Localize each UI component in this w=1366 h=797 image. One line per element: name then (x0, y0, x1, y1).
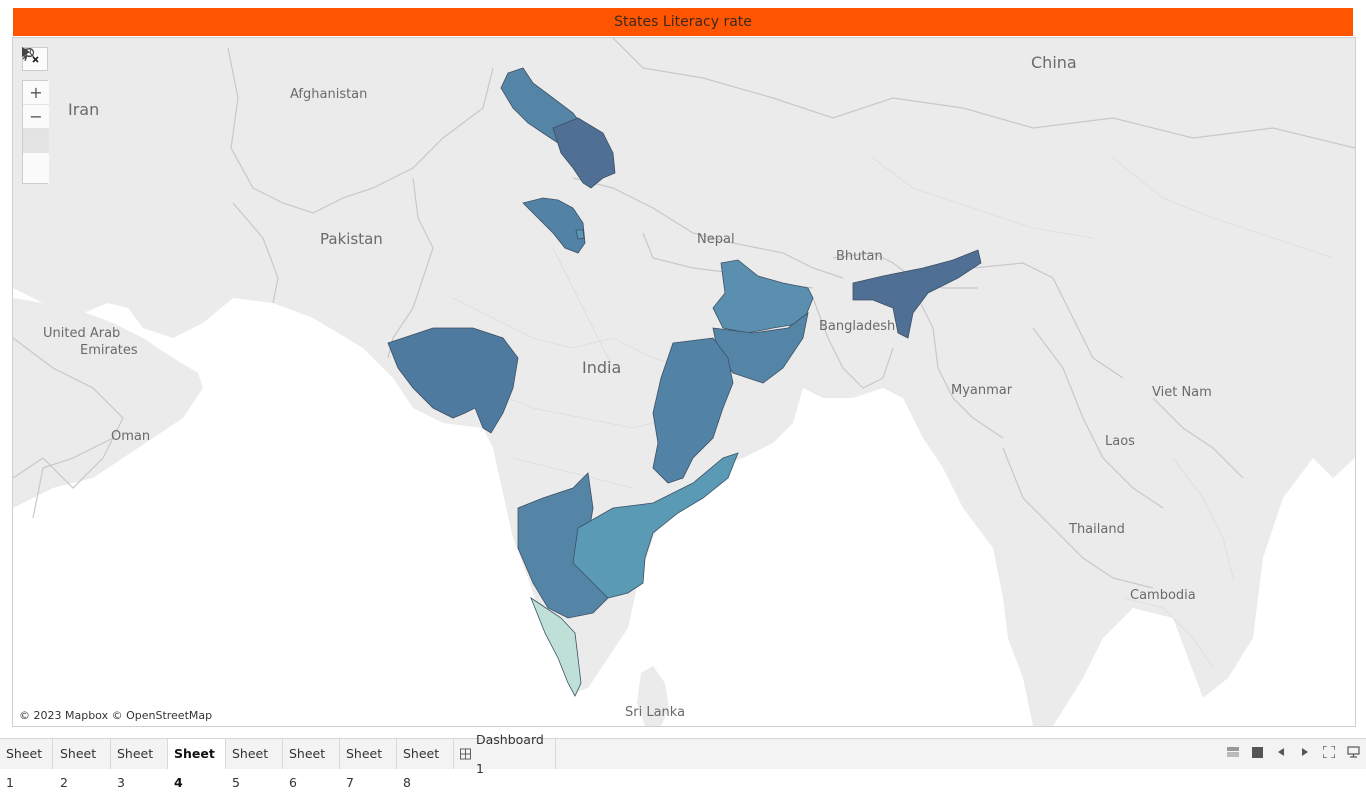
tab-sheet-7[interactable]: Sheet 7 (340, 739, 397, 790)
state-borders (452, 157, 1334, 669)
land-sri-lanka (637, 666, 669, 726)
tab-sheet-8[interactable]: Sheet 8 (397, 739, 454, 790)
presentation-icon[interactable] (1346, 745, 1360, 759)
label-nepal: Nepal (697, 232, 735, 247)
filmstrip-icon[interactable] (1250, 745, 1264, 759)
label-viet-nam: Viet Nam (1152, 385, 1212, 400)
label-bhutan: Bhutan (836, 249, 883, 264)
label-india: India (582, 358, 621, 377)
state-assam[interactable] (852, 249, 982, 339)
zoom-out-button[interactable]: − (23, 105, 49, 129)
tab-sheet-4[interactable]: Sheet 4 (168, 739, 226, 790)
state-kerala[interactable] (530, 596, 582, 697)
state-andhra[interactable] (572, 452, 739, 599)
label-laos: Laos (1105, 434, 1135, 449)
dashboard-title: States Literacy rate (13, 8, 1353, 36)
play-icon (22, 47, 30, 57)
unpin-button[interactable] (22, 48, 49, 153)
fullscreen-icon[interactable] (1322, 745, 1336, 759)
map-view[interactable]: China Iran Afghanistan Pakistan Nepal Bh… (12, 37, 1356, 727)
tab-sheet-5[interactable]: Sheet 5 (226, 739, 283, 790)
label-cambodia: Cambodia (1130, 588, 1196, 603)
tab-sheet-3[interactable]: Sheet 3 (111, 739, 168, 790)
status-controls (1226, 745, 1360, 759)
prev-sheet-icon[interactable] (1274, 745, 1288, 759)
tab-sheet-1[interactable]: Sheet 1 (0, 739, 53, 790)
map-attribution[interactable]: © 2023 Mapbox © OpenStreetMap (19, 709, 213, 722)
label-oman: Oman (111, 429, 150, 444)
next-sheet-icon[interactable] (1298, 745, 1312, 759)
state-gujarat[interactable] (387, 327, 519, 434)
country-borders (13, 38, 1355, 589)
dashboard-icon (460, 748, 471, 760)
tab-sheet-2[interactable]: Sheet 2 (54, 739, 111, 790)
state-haryana[interactable] (522, 197, 586, 254)
label-bangladesh: Bangladesh (819, 319, 895, 334)
state-himachal[interactable] (552, 117, 616, 189)
map-canvas[interactable]: China Iran Afghanistan Pakistan Nepal Bh… (13, 38, 1355, 726)
zoom-controls: + − (22, 47, 49, 184)
label-thailand: Thailand (1068, 522, 1125, 537)
state-shapes[interactable] (387, 67, 982, 697)
state-chhattisgarh[interactable] (652, 337, 734, 484)
expand-toolbar-button[interactable] (22, 47, 49, 183)
tab-dashboard-1[interactable]: Dashboard 1 (454, 732, 556, 776)
state-delhi[interactable] (575, 229, 585, 240)
label-iran: Iran (68, 100, 99, 119)
label-afghanistan: Afghanistan (290, 87, 367, 102)
label-uae-1: United Arab (43, 326, 120, 341)
tab-sheet-6[interactable]: Sheet 6 (283, 739, 340, 790)
label-uae-2: Emirates (80, 343, 138, 358)
map-toolbar: + − (22, 47, 49, 184)
label-myanmar: Myanmar (951, 383, 1013, 398)
label-sri-lanka: Sri Lanka (625, 705, 685, 720)
sheet-tabs-bar: Sheet 1 Sheet 2 Sheet 3 Sheet 4 Sheet 5 … (0, 732, 1366, 790)
tab-dashboard-1-label: Dashboard 1 (475, 732, 544, 776)
zoom-in-button[interactable]: + (23, 81, 49, 105)
label-china: China (1031, 53, 1077, 72)
label-pakistan: Pakistan (320, 230, 383, 248)
show-sheets-icon[interactable] (1226, 745, 1240, 759)
